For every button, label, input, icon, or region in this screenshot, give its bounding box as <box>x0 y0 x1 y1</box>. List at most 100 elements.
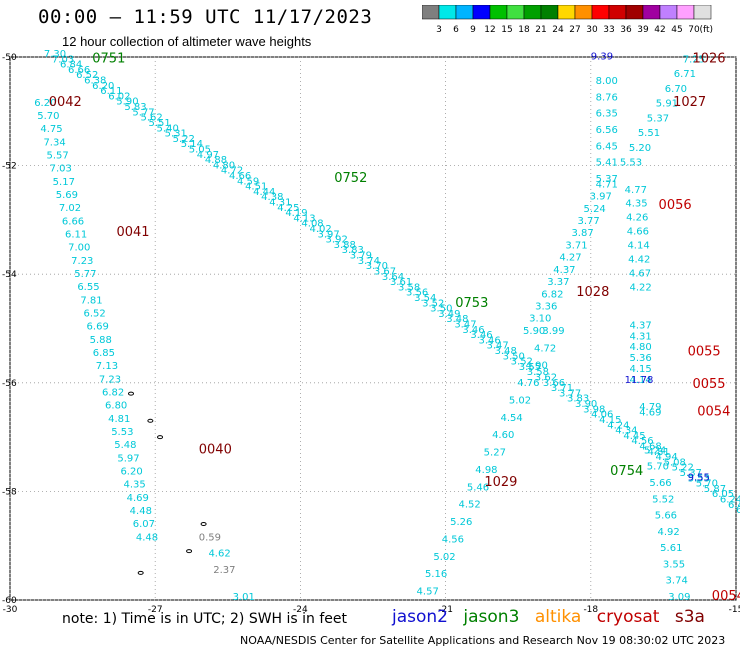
swh-value-label: 4.35 <box>124 480 146 491</box>
swh-value-label: 4.14 <box>630 375 652 386</box>
swh-value-label: 4.06 <box>591 410 613 421</box>
swh-value-label: 5.83 <box>124 102 146 113</box>
swh-value-label: 5.36 <box>630 353 652 364</box>
swh-value-label: 3.54 <box>414 293 436 304</box>
swh-value-label: 6.55 <box>77 282 99 293</box>
swh-value-label: 4.51 <box>245 182 267 193</box>
swh-value-label: 6.63 <box>736 505 740 516</box>
swh-value-label: 4.31 <box>630 331 652 342</box>
swh-value-label: 6.24 <box>720 495 740 506</box>
swh-value-label: 6.45 <box>596 141 618 152</box>
pass-time-label: 0751 <box>92 51 125 66</box>
pass-time-label: 0055 <box>692 377 725 392</box>
y-tick-label: -50 <box>2 53 17 63</box>
colorbar-label: 36 <box>620 25 632 35</box>
swh-value-label: 5.24 <box>644 445 666 456</box>
swh-value-label: 6.70 <box>665 84 687 95</box>
swh-value-label: 5.24 <box>584 204 606 215</box>
swh-value-label: 4.42 <box>628 255 650 266</box>
swh-value-label: 5.41 <box>596 158 618 169</box>
swh-value-label: 3.74 <box>666 576 688 587</box>
swh-value-label: 4.72 <box>534 343 556 354</box>
swh-value-label: 3.46 <box>478 335 500 346</box>
swh-value-label: 6.69 <box>87 322 109 333</box>
x-tick-label: -18 <box>583 605 598 615</box>
y-tick-label: -56 <box>2 379 17 389</box>
legend-cryosat: cryosat <box>596 607 660 627</box>
swh-value-label: 4.14 <box>627 241 649 252</box>
swh-value-label: 4.60 <box>492 430 514 441</box>
swh-value-label: 3.50 <box>503 351 525 362</box>
swh-value-label: 4.71 <box>596 179 618 190</box>
x-tick-label: -24 <box>293 605 308 615</box>
island-outline <box>186 549 193 554</box>
swh-value-label: 4.77 <box>625 185 647 196</box>
swh-value-label: 3.48 <box>446 314 468 325</box>
swh-value-label: 6.82 <box>541 289 563 300</box>
swh-value-label: 5.37 <box>680 468 702 479</box>
swh-value-label: 4.66 <box>229 171 251 182</box>
swh-value-label: 3.97 <box>590 192 612 203</box>
pass-time-label: 1026 <box>692 51 725 66</box>
x-tick-label: -27 <box>148 605 163 615</box>
swh-value-label: 4.19 <box>285 208 307 219</box>
swh-value-label: 4.81 <box>108 414 130 425</box>
swh-value-label: 5.02 <box>433 552 455 563</box>
pass-time-label: 1028 <box>576 285 609 300</box>
swh-value-label: 3.83 <box>342 245 364 256</box>
swh-value-label: 6.20 <box>92 81 114 92</box>
swh-value-label: 3.99 <box>542 326 564 337</box>
swh-value-label: 4.90 <box>526 361 548 372</box>
swh-value-label: 5.61 <box>660 543 682 554</box>
swh-value-label: 3.10 <box>529 314 551 325</box>
swh-value-label: 5.37 <box>647 113 669 124</box>
colorbar-label: 18 <box>518 25 530 35</box>
swh-value-label: 5.05 <box>189 144 211 155</box>
pass-time-label: 1027 <box>673 95 706 110</box>
swh-value-label: 5.62 <box>140 113 162 124</box>
swh-value-label: 9.39 <box>591 52 613 63</box>
swh-value-label: 5.20 <box>629 143 651 154</box>
swh-value-label: 6.38 <box>84 76 106 87</box>
swh-value-label: 3.47 <box>454 319 476 330</box>
swh-value-label: 3.01 <box>233 592 255 603</box>
swh-value-label: 7.30 <box>44 49 66 60</box>
swh-value-label: 4.25 <box>277 203 299 214</box>
footer-note: note: 1) Time is in UTC; 2) SWH is in fe… <box>62 611 348 627</box>
swh-value-label: 4.57 <box>417 587 439 598</box>
swh-value-label: 3.49 <box>438 309 460 320</box>
swh-value-label: 4.92 <box>657 527 679 538</box>
colorbar-label: 30 <box>586 25 598 35</box>
swh-value-label: 3.52 <box>422 298 444 309</box>
swh-value-label: 3.55 <box>663 559 685 570</box>
colorbar-label: 70 <box>688 25 700 35</box>
island-outline <box>200 521 207 526</box>
swh-value-label: 7.03 <box>52 54 74 65</box>
swh-value-label: 2.37 <box>213 565 235 576</box>
pass-time-label: 0054 <box>712 589 740 604</box>
swh-value-label: 4.08 <box>301 219 323 230</box>
swh-value-label: 6.11 <box>100 86 122 97</box>
swh-value-label: 4.97 <box>197 150 219 161</box>
colorbar-label: 27 <box>569 25 580 35</box>
swh-value-label: 3.67 <box>374 266 396 277</box>
colorbar-label: 21 <box>535 25 546 35</box>
swh-value-label: 3.58 <box>527 367 549 378</box>
swh-value-label: 7.23 <box>99 374 121 385</box>
swh-value-label: 3.50 <box>430 304 452 315</box>
legend-s3a: s3a <box>674 607 705 627</box>
swh-value-label: 5.37 <box>596 174 618 185</box>
swh-value-label: 3.37 <box>547 277 569 288</box>
swh-value-label: 4.37 <box>553 265 575 276</box>
colorbar-label: 42 <box>654 25 665 35</box>
swh-value-label: 5.77 <box>132 107 154 118</box>
swh-value-label: 4.88 <box>205 155 227 166</box>
swh-value-label: 3.71 <box>551 383 573 394</box>
swh-value-label: 5.31 <box>165 129 187 140</box>
legend-jason2: jason2 <box>392 607 448 627</box>
swh-value-label: 6.66 <box>68 65 90 76</box>
y-tick-label: -58 <box>2 487 17 497</box>
swh-value-label: 6.52 <box>83 308 105 319</box>
swh-value-label: 4.67 <box>629 269 651 280</box>
